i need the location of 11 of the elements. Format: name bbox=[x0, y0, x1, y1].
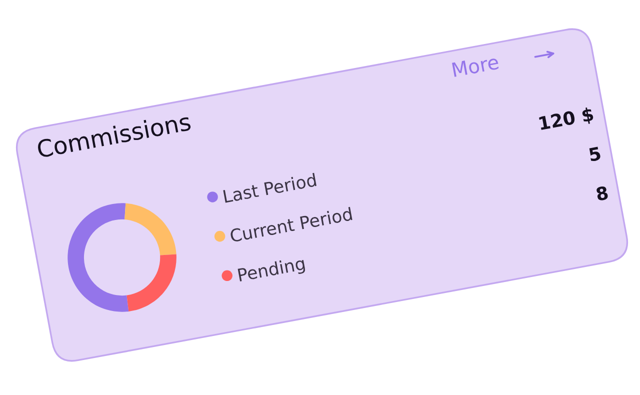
text: 5 bbox=[588, 146, 601, 162]
chart-title: Commissions bbox=[36, 112, 192, 158]
legend-label: Pending bbox=[238, 256, 306, 285]
text: 120 $ bbox=[538, 106, 594, 133]
legend-label: Current Period bbox=[230, 206, 352, 242]
text: More bbox=[452, 54, 500, 78]
donut-slice bbox=[68, 203, 129, 312]
donut-slice bbox=[126, 254, 176, 312]
donut-slice bbox=[124, 203, 176, 256]
legend-label: Last Period bbox=[223, 172, 317, 203]
text: 8 bbox=[596, 186, 608, 202]
